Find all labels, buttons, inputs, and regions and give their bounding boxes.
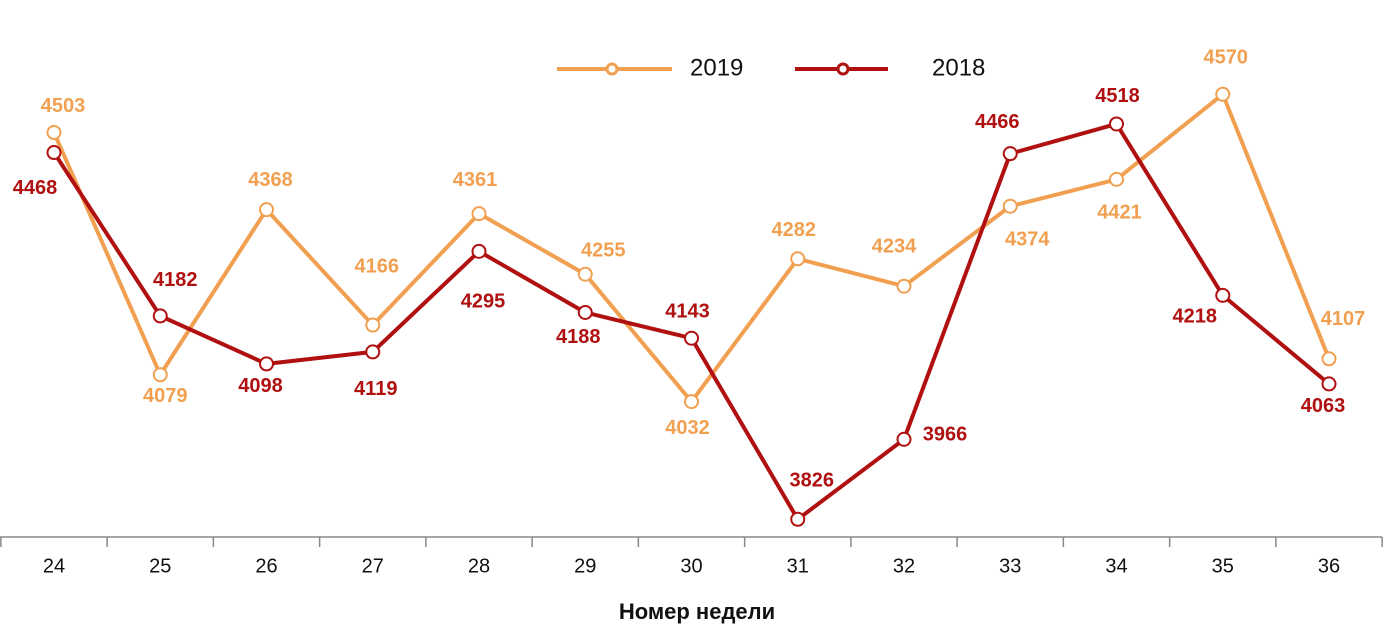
point-marker xyxy=(1321,376,1337,392)
point-marker xyxy=(1002,146,1018,162)
data-label: 4295 xyxy=(461,291,506,313)
data-label: 4361 xyxy=(453,169,498,191)
point-marker xyxy=(1215,287,1231,303)
x-tick-label: 33 xyxy=(999,555,1021,577)
point-marker xyxy=(577,304,593,320)
data-label: 4218 xyxy=(1173,306,1218,328)
data-label: 4368 xyxy=(248,169,293,191)
point-marker xyxy=(684,330,699,346)
point-marker xyxy=(790,511,806,527)
x-tick-label: 32 xyxy=(893,555,915,577)
point-marker xyxy=(46,125,62,141)
legend-label: 2019 xyxy=(690,54,743,81)
point-marker xyxy=(259,356,274,372)
point-marker xyxy=(896,278,912,294)
point-marker xyxy=(1109,171,1124,187)
point-marker xyxy=(471,243,487,259)
data-label: 4188 xyxy=(556,326,601,348)
data-label: 4182 xyxy=(153,269,198,291)
point-marker xyxy=(684,394,699,410)
data-label: 4282 xyxy=(772,219,817,241)
point-marker xyxy=(365,344,381,360)
point-marker xyxy=(46,145,62,161)
point-marker xyxy=(790,251,806,267)
legend-marker xyxy=(836,62,850,76)
legend-marker xyxy=(605,62,619,76)
x-tick-label: 24 xyxy=(43,555,65,577)
data-label: 4079 xyxy=(143,385,188,407)
legend-label: 2018 xyxy=(932,54,985,81)
data-label: 4466 xyxy=(975,111,1020,133)
data-label: 3966 xyxy=(923,424,968,446)
x-tick-label: 28 xyxy=(468,555,490,577)
x-tick-label: 26 xyxy=(255,555,277,577)
x-tick-label: 34 xyxy=(1105,555,1127,577)
x-tick-label: 25 xyxy=(149,555,171,577)
data-label: 4143 xyxy=(665,300,710,322)
point-marker xyxy=(896,431,912,447)
data-label: 4255 xyxy=(581,239,626,261)
data-label: 4468 xyxy=(13,177,58,199)
data-label: 4063 xyxy=(1301,395,1346,417)
x-tick-label: 36 xyxy=(1318,555,1340,577)
x-tick-label: 35 xyxy=(1212,555,1234,577)
x-tick-label: 27 xyxy=(362,555,384,577)
data-label: 4421 xyxy=(1097,202,1142,224)
data-label: 4374 xyxy=(1005,229,1050,251)
x-tick-label: 29 xyxy=(574,555,596,577)
point-marker xyxy=(259,202,274,218)
point-marker xyxy=(577,266,593,282)
x-tick-label: 31 xyxy=(787,555,809,577)
data-label: 4032 xyxy=(665,417,710,439)
point-marker xyxy=(152,367,168,383)
data-label: 4518 xyxy=(1095,85,1140,107)
data-label: 4570 xyxy=(1204,47,1249,69)
point-marker xyxy=(1321,351,1337,367)
data-label: 4234 xyxy=(872,235,917,257)
point-marker xyxy=(365,317,381,333)
point-marker xyxy=(152,308,168,324)
point-marker xyxy=(1215,86,1231,102)
point-marker xyxy=(1002,198,1018,214)
data-label: 4166 xyxy=(355,255,400,277)
data-label: 4119 xyxy=(354,378,397,400)
x-axis-title: Номер недели xyxy=(619,599,775,624)
data-label: 3826 xyxy=(790,470,835,492)
point-marker xyxy=(471,206,487,222)
data-label: 4107 xyxy=(1321,308,1366,330)
x-tick-label: 30 xyxy=(680,555,702,577)
data-label: 4503 xyxy=(41,95,86,117)
data-label: 4098 xyxy=(238,375,283,397)
point-marker xyxy=(1109,116,1124,132)
